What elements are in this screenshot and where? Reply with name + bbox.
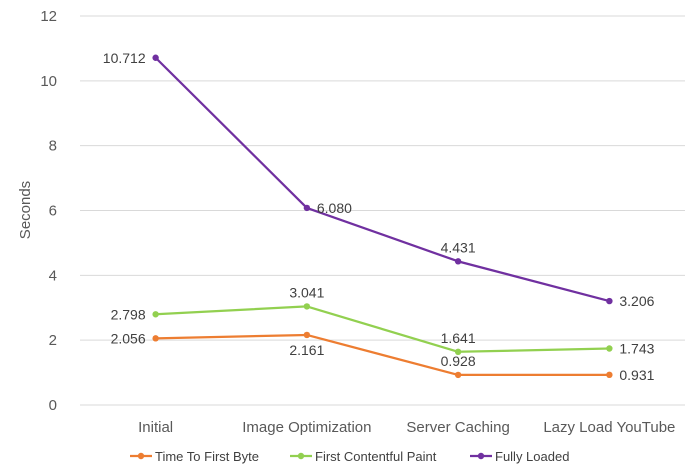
series-line (154, 56, 610, 303)
legend-marker (477, 452, 485, 460)
series-group (152, 54, 613, 379)
y-tick-label: 10 (40, 73, 57, 90)
x-tick-label: Image Optimization (242, 419, 371, 436)
x-tick-label: Initial (138, 419, 173, 436)
y-tick-label: 2 (49, 332, 57, 349)
y-tick-label: 0 (49, 397, 57, 414)
legend-marker (297, 452, 305, 460)
legend-label: Time To First Byte (155, 449, 259, 464)
data-point (303, 331, 311, 339)
data-label: 10.712 (103, 50, 146, 66)
data-label: 3.041 (289, 284, 324, 300)
data-point (303, 303, 311, 310)
data-label: 2.161 (289, 342, 324, 358)
data-point (152, 311, 159, 318)
data-label: 2.056 (111, 330, 146, 346)
legend-item: Fully Loaded (470, 449, 569, 464)
data-point (152, 54, 159, 61)
data-point (303, 204, 311, 212)
data-point (606, 297, 613, 305)
legend-label: First Contentful Paint (315, 449, 437, 464)
x-axis-ticks: Initial Image Optimization Server Caching L… (138, 419, 675, 436)
data-labels: 2.056 2.161 0.928 0.931 2.798 3.041 1.641 1.743… (103, 50, 655, 383)
y-tick-label: 8 (49, 138, 57, 155)
series-line (155, 305, 610, 353)
data-label: 3.206 (619, 293, 654, 309)
data-point (454, 348, 462, 356)
x-tick-label: Server Caching (406, 419, 509, 436)
data-point (454, 258, 462, 265)
data-point (152, 335, 159, 342)
legend: Time To First Byte First Contentful Paint… (130, 449, 569, 464)
legend-label: Fully Loaded (495, 449, 569, 464)
data-label: 1.743 (619, 340, 654, 356)
data-point (454, 371, 462, 379)
legend-item: First Contentful Paint (290, 449, 437, 464)
y-axis-title: Seconds (17, 181, 34, 239)
data-label: 0.931 (619, 367, 654, 383)
gridlines (80, 15, 685, 406)
data-label: 4.431 (441, 239, 476, 255)
y-tick-label: 12 (40, 8, 57, 25)
x-tick-label: Lazy Load YouTube (543, 419, 675, 436)
series-line (155, 333, 610, 377)
legend-item: Time To First Byte (130, 449, 259, 464)
data-point (606, 371, 613, 379)
data-label: 6.080 (317, 200, 352, 216)
data-label: 2.798 (111, 306, 146, 322)
legend-marker (137, 452, 145, 460)
data-label: 0.928 (441, 353, 476, 369)
y-tick-label: 4 (49, 267, 57, 284)
y-axis-ticks: 0 2 4 6 8 10 12 (40, 8, 57, 414)
y-tick-label: 6 (49, 203, 57, 220)
data-point (606, 345, 613, 352)
data-label: 1.641 (441, 330, 476, 346)
